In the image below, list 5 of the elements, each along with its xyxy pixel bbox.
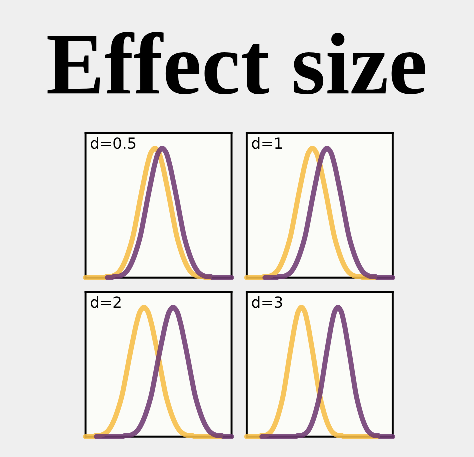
annotation: d=2 — [91, 296, 121, 308]
annotation: d=1 — [252, 137, 282, 150]
chart-title: Effect size — [48, 32, 426, 95]
annotation: d=0.5 — [91, 137, 136, 150]
annotation: d=3 — [252, 296, 282, 308]
